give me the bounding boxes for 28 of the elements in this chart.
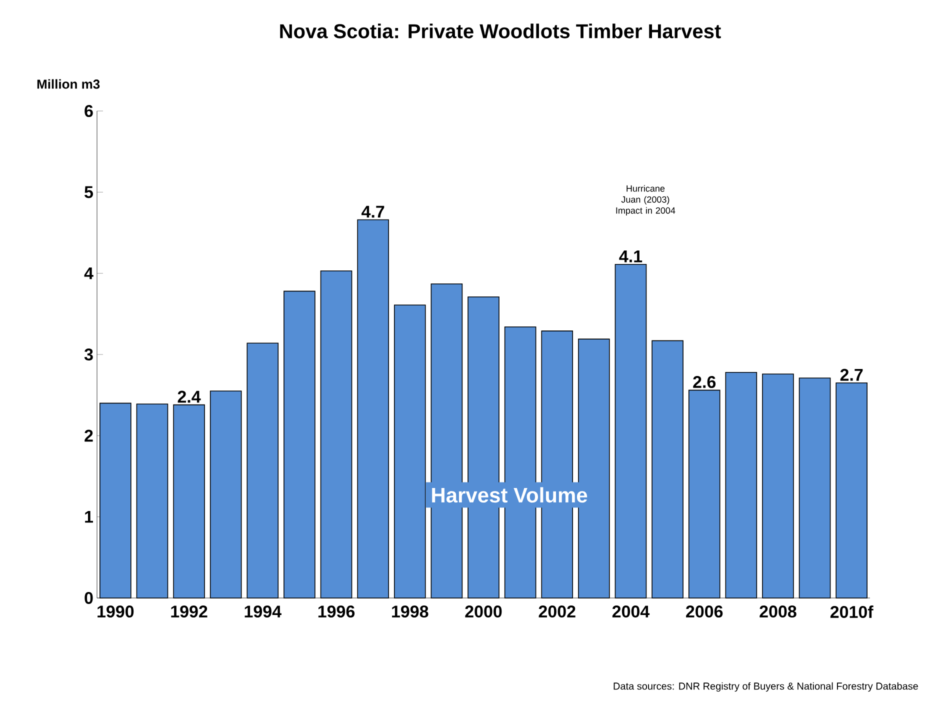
x-tick-label: 1992 [171, 606, 208, 618]
data-label: 2.4 [178, 390, 201, 403]
x-tick-label: 1994 [244, 606, 282, 618]
x-tick-label: 2006 [686, 606, 723, 618]
x-tick-label: 1996 [318, 606, 355, 618]
chart-title: Nova Scotia: Private Woodlots Timber Harvest [280, 24, 721, 38]
text: Data sources: DNR Registry of Buyers & National Forestry Database [614, 682, 918, 692]
x-tick-label: 2010f [830, 606, 874, 618]
data-label: 4.7 [362, 206, 384, 218]
y-tick-label: 4 [84, 267, 94, 280]
x-tick-label: 2008 [760, 606, 796, 618]
x-tick-label: 1990 [98, 606, 134, 618]
y-tick-label: 3 [84, 348, 93, 361]
x-tick-label: 2004 [612, 606, 650, 618]
data-label: 4.1 [619, 250, 642, 262]
y-tick-label: 2 [84, 430, 93, 442]
x-tick-label: 1998 [392, 606, 428, 618]
y-axis-title: Million m3 [37, 79, 100, 89]
data-label: 2.6 [693, 376, 716, 388]
y-tick-label: 0 [84, 592, 93, 604]
annotation: Hurricane Juan (2003) Impact in 2004 [616, 185, 676, 216]
x-tick-label: 2002 [538, 606, 576, 618]
y-tick-label: 1 [85, 510, 94, 523]
data-label: 2.7 [840, 368, 863, 381]
y-tick-label: 5 [84, 186, 94, 198]
y-tick-label: 6 [84, 104, 93, 118]
annotation: Harvest Volume [432, 487, 588, 503]
x-tick-label: 2000 [465, 606, 502, 618]
